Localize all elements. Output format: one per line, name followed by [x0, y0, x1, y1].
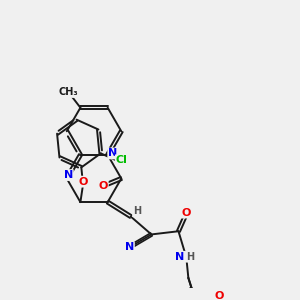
Text: O: O	[98, 181, 108, 190]
Text: N: N	[64, 170, 73, 180]
Text: Cl: Cl	[116, 155, 128, 165]
Text: H: H	[186, 252, 194, 262]
Text: N: N	[125, 242, 134, 252]
Text: O: O	[181, 208, 190, 218]
Text: N: N	[108, 148, 118, 158]
Text: H: H	[133, 206, 141, 216]
Text: O: O	[215, 291, 224, 300]
Text: CH₃: CH₃	[58, 87, 78, 97]
Text: O: O	[78, 177, 88, 187]
Text: N: N	[176, 252, 184, 262]
